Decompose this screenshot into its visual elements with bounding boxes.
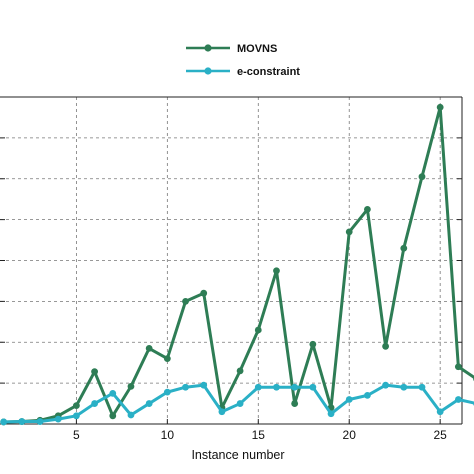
data-point-movns xyxy=(163,355,171,362)
data-point-e-constraint xyxy=(163,388,171,396)
data-point-movns xyxy=(382,342,390,350)
series-line-movns xyxy=(3,105,474,424)
data-point-e-constraint xyxy=(273,383,280,391)
data-point-e-constraint xyxy=(182,383,189,391)
data-point-e-constraint xyxy=(400,383,408,391)
data-point-e-constraint xyxy=(291,383,299,391)
data-point-e-constraint xyxy=(436,408,444,416)
x-axis-label: Instance number xyxy=(191,448,284,462)
data-point-e-constraint xyxy=(254,383,262,391)
data-point-movns xyxy=(254,326,262,334)
data-point-movns xyxy=(273,267,280,275)
data-point-movns xyxy=(91,368,98,376)
data-point-e-constraint xyxy=(327,410,335,418)
data-point-movns xyxy=(291,400,299,407)
data-point-e-constraint xyxy=(54,415,62,423)
data-point-e-constraint xyxy=(36,418,44,425)
data-point-movns xyxy=(400,244,408,252)
x-tick-label: 10 xyxy=(161,428,175,442)
data-point-movns xyxy=(127,382,135,390)
data-point-e-constraint xyxy=(18,418,26,425)
data-point-movns xyxy=(436,103,444,111)
data-point-movns xyxy=(364,206,371,213)
data-point-movns xyxy=(345,228,353,236)
data-point-e-constraint xyxy=(454,396,462,403)
tick-labels: 5 10 15 20 25 xyxy=(73,428,447,442)
data-point-movns xyxy=(145,344,153,352)
legend-marker-e-constraint xyxy=(204,67,212,75)
data-point-e-constraint xyxy=(382,381,390,389)
data-point-e-constraint xyxy=(418,383,426,391)
data-series xyxy=(0,103,474,426)
data-point-e-constraint xyxy=(218,408,226,416)
legend-label-movns: MOVNS xyxy=(237,43,277,55)
data-point-e-constraint xyxy=(236,400,244,407)
grid-lines xyxy=(0,97,462,424)
data-point-e-constraint xyxy=(200,381,208,389)
data-point-movns xyxy=(109,412,117,420)
legend: MOVNS e-constraint xyxy=(186,43,300,78)
data-point-movns xyxy=(72,402,80,410)
data-point-movns xyxy=(309,340,317,348)
data-point-movns xyxy=(200,289,208,297)
data-point-e-constraint xyxy=(72,412,80,420)
data-point-e-constraint xyxy=(91,400,98,407)
series-e-constraint xyxy=(0,381,474,426)
data-point-movns xyxy=(236,367,244,375)
data-point-e-constraint xyxy=(0,418,8,426)
x-tick-label: 15 xyxy=(252,428,266,442)
data-point-movns xyxy=(418,173,426,181)
data-point-movns xyxy=(454,363,462,371)
data-point-e-constraint xyxy=(345,396,353,403)
data-point-e-constraint xyxy=(109,389,117,397)
x-tick-label: 5 xyxy=(73,428,80,442)
legend-marker-movns xyxy=(204,44,212,52)
x-tick-label: 20 xyxy=(343,428,357,442)
series-movns xyxy=(0,103,474,426)
data-point-e-constraint xyxy=(309,383,317,391)
legend-label-e-constraint: e-constraint xyxy=(237,66,300,78)
data-point-movns xyxy=(182,297,189,305)
x-tick-label: 25 xyxy=(433,428,447,442)
data-point-e-constraint xyxy=(364,391,371,399)
data-point-e-constraint xyxy=(145,400,153,407)
data-point-e-constraint xyxy=(127,411,135,419)
